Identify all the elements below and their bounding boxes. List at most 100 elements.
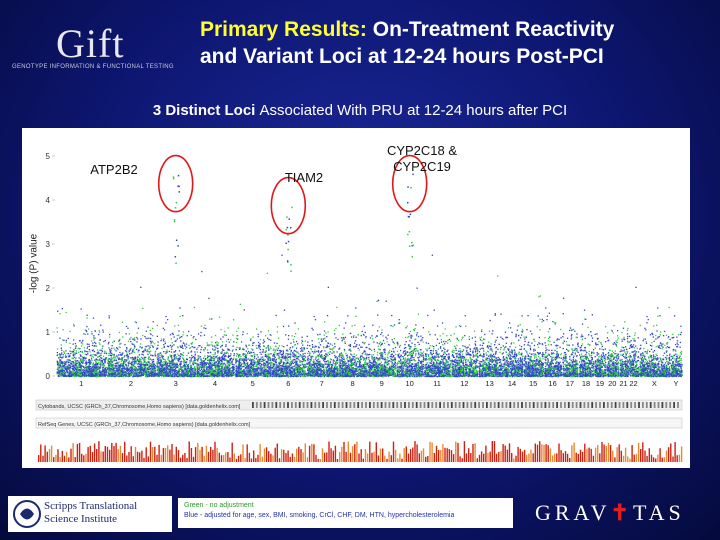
snp-point [173,356,175,358]
snp-point [79,361,81,363]
snp-point [114,370,116,372]
snp-point [138,369,141,372]
snp-point [207,371,209,374]
snp-point [265,372,268,374]
snp-point [219,362,221,364]
snp-point [92,369,94,371]
snp-point [168,374,171,376]
snp-point [71,365,74,368]
snp-point [188,375,191,378]
snp-point [58,375,60,377]
snp-point [207,344,209,346]
snp-point [125,363,127,366]
snp-point [207,366,209,368]
snp-point [57,373,59,375]
snp-point [221,375,223,378]
snp-point [203,349,205,351]
snp-point [121,321,124,323]
snp-point [143,369,145,371]
snp-point [235,349,237,351]
snp-point [160,370,162,373]
snp-point [212,364,214,366]
snp-point [182,331,184,333]
snp-point [259,372,261,375]
snp-point [91,374,94,376]
snp-point [88,328,90,330]
snp-point [194,366,196,368]
snp-point [144,362,146,364]
snp-point [174,359,176,361]
snp-point [243,370,245,372]
snp-point [62,374,64,376]
snp-point [169,374,171,376]
snp-point [89,362,91,364]
snp-point [90,340,93,342]
snp-point [137,349,140,351]
snp-point [257,361,259,363]
snp-point [95,373,97,375]
snp-point [116,370,118,372]
snp-point [111,347,113,350]
snp-point [297,368,299,370]
snp-point [214,373,216,375]
snp-point [174,340,176,342]
snp-point [222,355,224,357]
snp-point [67,337,69,340]
snp-point [142,353,144,355]
snp-point [228,355,231,357]
snp-point [228,341,230,343]
snp-point [158,353,161,355]
snp-point [197,360,199,362]
snp-point [161,338,163,340]
snp-point [198,368,200,371]
snp-point [210,351,212,354]
snp-point [93,345,96,347]
snp-point [260,371,262,373]
snp-point [92,317,95,319]
snp-point [250,361,252,363]
snp-point [175,367,177,369]
snp-point [157,372,159,374]
snp-point [95,375,97,377]
snp-point [121,375,124,378]
snp-point [238,374,240,376]
snp-point [197,370,200,373]
snp-point [287,367,290,369]
snp-point [147,361,149,363]
snp-point [101,350,104,352]
snp-point [180,368,182,370]
snp-point [261,358,264,361]
snp-point [107,375,109,377]
snp-point [176,356,178,358]
snp-point [191,374,193,376]
snp-point [94,330,96,333]
snp-point [226,366,228,368]
snp-point [176,362,178,364]
snp-point [85,363,87,366]
snp-point [254,353,256,355]
snp-point [193,368,195,370]
snp-point [176,364,179,366]
snp-point [249,358,251,360]
snp-point [236,358,238,360]
snp-point [131,365,133,368]
snp-point [93,373,95,375]
snp-point [226,373,228,375]
snp-point [183,360,185,362]
snp-point [180,346,182,349]
snp-point [170,372,172,374]
snp-point [96,375,98,378]
snp-point [84,367,86,369]
snp-point [287,353,289,355]
snp-point [163,329,166,331]
snp-point [154,371,156,373]
snp-point [65,371,67,373]
snp-point [234,373,237,375]
snp-point [186,368,188,371]
snp-point [146,361,148,364]
snp-point [272,375,274,378]
snp-point [103,355,105,357]
snp-point [246,376,248,378]
snp-point [137,361,140,363]
snp-point [65,311,67,314]
